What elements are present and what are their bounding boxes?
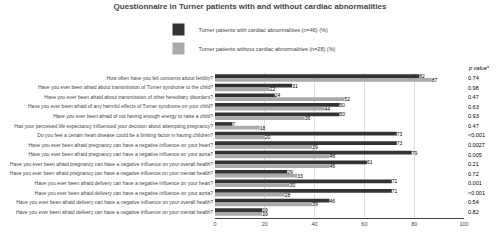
svg-text:40: 40 [312, 221, 318, 227]
svg-text:22: 22 [270, 86, 276, 92]
svg-text:29: 29 [287, 169, 293, 175]
svg-text:46: 46 [330, 153, 336, 159]
svg-text:Have you ever been afraid of a: Have you ever been afraid of any harmful… [28, 103, 213, 109]
svg-text:Questionnaire in Turner patien: Questionnaire in Turner patients with an… [114, 2, 387, 11]
svg-text:0.21: 0.21 [468, 161, 479, 167]
svg-text:100: 100 [459, 221, 468, 227]
svg-text:36: 36 [305, 115, 311, 121]
svg-text:How often have you felt concer: How often have you felt concerns about f… [107, 75, 214, 81]
svg-text:46: 46 [330, 163, 336, 169]
svg-text:33: 33 [297, 173, 303, 179]
svg-text:82: 82 [419, 73, 425, 79]
svg-text:Have you ever been afraid preg: Have you ever been afraid pregnancy can … [28, 142, 213, 148]
svg-text:71: 71 [392, 188, 398, 194]
svg-text:7: 7 [232, 121, 235, 127]
svg-text:0.54: 0.54 [468, 199, 479, 205]
svg-text:0.005: 0.005 [468, 152, 482, 158]
svg-text:46: 46 [330, 198, 336, 204]
svg-text:Have you ever been afraid deli: Have you ever been afraid delivery can h… [16, 199, 213, 205]
svg-text:0.72: 0.72 [468, 171, 479, 177]
svg-text:Have you ever been afraid preg: Have you ever been afraid pregnancy can … [10, 170, 213, 176]
svg-text:19: 19 [262, 207, 268, 213]
svg-text:Have you ever been afraid deli: Have you ever been afraid delivery can h… [35, 180, 214, 186]
svg-text:Have you ever been afraid preg: Have you ever been afraid pregnancy can … [10, 161, 213, 167]
svg-text:0.82: 0.82 [468, 209, 479, 215]
svg-text:20: 20 [262, 221, 268, 227]
svg-text:50: 50 [340, 102, 346, 108]
svg-text:0.001: 0.001 [468, 180, 482, 186]
svg-text:Have you ever been afraid of n: Have you ever been afraid of not having … [53, 113, 213, 119]
svg-text:Do you feel a certain heart di: Do you feel a certain heart disease coul… [37, 132, 213, 138]
svg-text:80: 80 [411, 221, 417, 227]
svg-text:Have you ever been afraid abou: Have you ever been afraid about transmis… [44, 94, 213, 100]
svg-text:Have you ever been afraid deli: Have you ever been afraid delivery can h… [35, 190, 214, 196]
svg-text:Have you ever been afraid abou: Have you ever been afraid about transmis… [38, 84, 213, 90]
svg-text:52: 52 [344, 96, 350, 102]
svg-text:<0.001: <0.001 [468, 132, 485, 138]
svg-text:44: 44 [325, 106, 331, 112]
svg-text:0.74: 0.74 [468, 75, 479, 81]
svg-text:Turner patients with cardiac a: Turner patients with cardiac abnormaliti… [199, 27, 328, 33]
svg-text:<0.001: <0.001 [468, 190, 485, 196]
svg-text:73: 73 [397, 140, 403, 146]
svg-text:18: 18 [260, 125, 266, 131]
svg-text:71: 71 [392, 178, 398, 184]
svg-text:30: 30 [290, 182, 296, 188]
svg-text:0: 0 [213, 221, 216, 227]
svg-text:20: 20 [265, 134, 271, 140]
svg-text:Turner patients without cardia: Turner patients without cardiac abnormal… [199, 46, 336, 52]
svg-text:Have you ever been afraid deli: Have you ever been afraid delivery can h… [16, 209, 213, 215]
svg-text:p value*: p value* [468, 65, 490, 71]
svg-text:0.93: 0.93 [468, 113, 479, 119]
svg-text:19: 19 [262, 211, 268, 217]
svg-text:39: 39 [312, 144, 318, 150]
svg-text:39: 39 [312, 201, 318, 207]
svg-text:0.98: 0.98 [468, 85, 479, 91]
svg-text:28: 28 [285, 192, 291, 198]
svg-text:Has your perceived life expect: Has your perceived life expectancy influ… [14, 123, 213, 129]
svg-text:79: 79 [412, 150, 418, 156]
svg-text:60: 60 [361, 221, 367, 227]
svg-text:0.63: 0.63 [468, 104, 479, 110]
svg-text:0.47: 0.47 [468, 94, 479, 100]
svg-text:0.47: 0.47 [468, 123, 479, 129]
svg-text:50: 50 [340, 111, 346, 117]
svg-text:87: 87 [432, 77, 438, 83]
svg-text:73: 73 [397, 131, 403, 137]
svg-text:31: 31 [292, 83, 298, 89]
svg-text:0.0027: 0.0027 [468, 142, 485, 148]
svg-text:24: 24 [275, 92, 281, 98]
svg-text:61: 61 [367, 159, 373, 165]
svg-text:Have you ever been afraid preg: Have you ever been afraid pregnancy can … [28, 151, 213, 157]
